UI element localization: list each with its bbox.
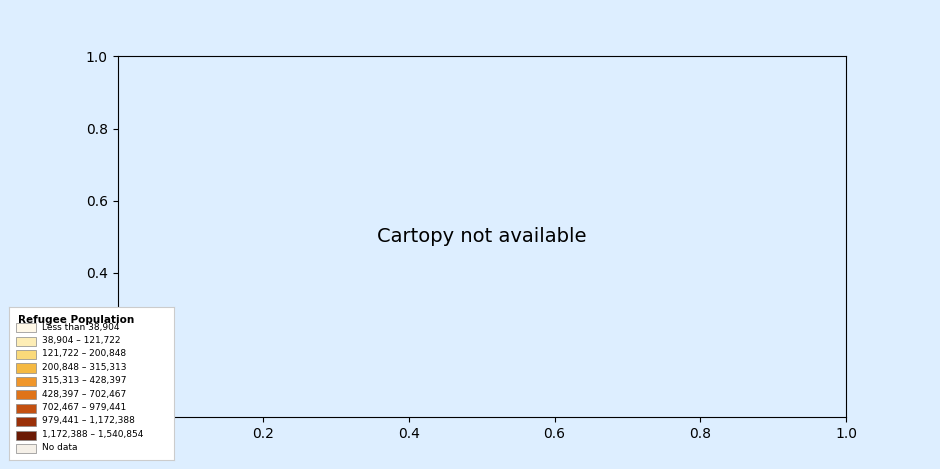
FancyBboxPatch shape bbox=[16, 363, 36, 372]
FancyBboxPatch shape bbox=[16, 337, 36, 346]
FancyBboxPatch shape bbox=[16, 444, 36, 453]
Text: 315,313 – 428,397: 315,313 – 428,397 bbox=[42, 376, 127, 385]
Text: No data: No data bbox=[42, 443, 78, 452]
FancyBboxPatch shape bbox=[16, 404, 36, 413]
Text: 1,172,388 – 1,540,854: 1,172,388 – 1,540,854 bbox=[42, 430, 144, 439]
Text: 38,904 – 121,722: 38,904 – 121,722 bbox=[42, 336, 121, 345]
FancyBboxPatch shape bbox=[16, 323, 36, 333]
Text: 428,397 – 702,467: 428,397 – 702,467 bbox=[42, 390, 127, 399]
Text: 702,467 – 979,441: 702,467 – 979,441 bbox=[42, 403, 127, 412]
Text: Refugee Population: Refugee Population bbox=[18, 315, 133, 325]
FancyBboxPatch shape bbox=[16, 377, 36, 386]
FancyBboxPatch shape bbox=[16, 390, 36, 400]
Text: 121,722 – 200,848: 121,722 – 200,848 bbox=[42, 349, 126, 358]
Text: 979,441 – 1,172,388: 979,441 – 1,172,388 bbox=[42, 416, 135, 425]
Text: Less than 38,904: Less than 38,904 bbox=[42, 323, 119, 332]
Text: 200,848 – 315,313: 200,848 – 315,313 bbox=[42, 363, 127, 372]
Text: Cartopy not available: Cartopy not available bbox=[377, 227, 587, 246]
FancyBboxPatch shape bbox=[16, 417, 36, 426]
FancyBboxPatch shape bbox=[16, 350, 36, 359]
FancyBboxPatch shape bbox=[16, 431, 36, 439]
